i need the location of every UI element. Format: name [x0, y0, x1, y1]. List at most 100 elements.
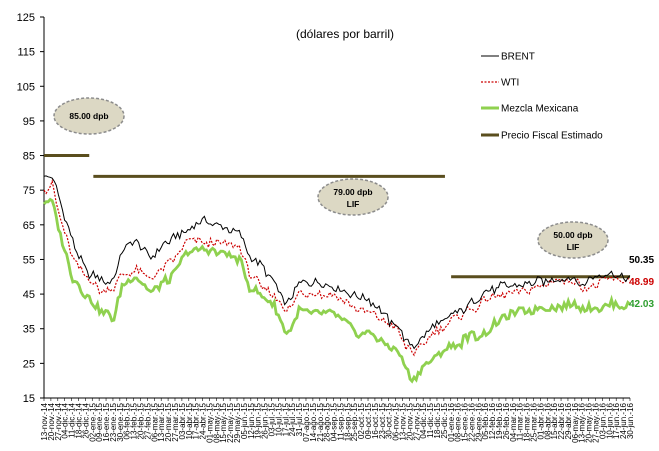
chart-subtitle: (dólares por barril)	[296, 27, 394, 41]
x-tick-label: 29-may.-15	[233, 402, 242, 442]
x-tick-label: 04-dic.-14	[61, 402, 70, 438]
legend-label: WTI	[501, 78, 519, 89]
x-tick-label: 03-jul.-15	[268, 402, 277, 436]
x-tick-label: 30-oct.-15	[385, 402, 394, 439]
x-tick-label: 12-jun.-15	[247, 402, 256, 439]
x-tick-label: 03-jun.-16	[598, 402, 607, 439]
x-tick-label: 13-mar.-15	[157, 402, 166, 441]
x-tick-label: 16-oct.-15	[371, 402, 380, 439]
legend-label: Mezcla Mexicana	[501, 104, 579, 115]
x-tick-label: 13-nov.-14	[40, 402, 49, 440]
price-callout	[317, 178, 389, 216]
y-axis: 15 25 35 45 55 65 75 85 95 105 115 125	[17, 12, 45, 405]
x-tick-label: 24-abr.-15	[199, 402, 208, 439]
x-tick-label: 10-jul.-15	[274, 402, 283, 436]
x-tick-label: 05-jun.-15	[240, 402, 249, 439]
x-tick-label: 23-ene.-15	[109, 402, 118, 441]
x-tick-label: 07-ago.-15	[302, 402, 311, 441]
x-tick-label: 08-may.-15	[212, 402, 221, 442]
x-tick-label: 20-nov.-15	[405, 402, 414, 440]
y-tick-label: 25	[23, 358, 35, 370]
x-tick-label: 23-oct.-15	[378, 402, 387, 439]
x-tick-label: 27-nov.-15	[412, 402, 421, 440]
x-tick-label: 27-feb.-15	[143, 402, 152, 439]
y-tick-label: 75	[23, 185, 35, 197]
x-tick-label: 08-abr.-16	[543, 402, 552, 439]
x-tick-label: 25-mar.-16	[529, 402, 538, 441]
end-value-label: 50.35	[629, 255, 654, 266]
x-tick-label: 13-may.-16	[578, 402, 587, 442]
end-value-labels: 50.35 48.99 42.03	[629, 255, 654, 310]
legend-label: Precio Fiscal Estimado	[501, 131, 603, 142]
x-tick-label: 11-sep.-15	[336, 402, 345, 440]
y-tick-label: 105	[17, 81, 35, 93]
x-tick-label: 15-ene.-16	[461, 402, 470, 441]
x-tick-label: 31-jul.-15	[295, 402, 304, 436]
x-tick-label: 01-abr.-16	[536, 402, 545, 439]
legend-label: BRENT	[501, 52, 535, 63]
x-tick-label: 04-dic.-15	[419, 402, 428, 438]
x-tick-label: 09-ene.-15	[95, 402, 104, 441]
y-tick-label: 115	[17, 47, 35, 59]
x-tick-label: 16-ene.-15	[102, 402, 111, 441]
y-tick-label: 35	[23, 324, 35, 336]
x-tick-label: 12-feb.-16	[488, 402, 497, 439]
price-callout-sublabel: LIF	[567, 242, 580, 252]
x-axis: 13-nov.-1420-nov.-1427-nov.-1404-dic.-14…	[40, 397, 635, 443]
y-tick-label: 55	[23, 254, 35, 266]
x-tick-label: 10-abr.-15	[185, 402, 194, 439]
x-tick-label: 06-may.-16	[571, 402, 580, 442]
x-tick-label: 04-sep.-15	[330, 402, 339, 441]
x-tick-label: 25-sep.-15	[350, 402, 359, 441]
x-tick-label: 21-ago.-15	[316, 402, 325, 441]
y-tick-label: 65	[23, 220, 35, 232]
y-tick-label: 45	[23, 289, 35, 301]
y-tick-label: 85	[23, 151, 35, 163]
y-tick-label: 95	[23, 116, 35, 128]
price-callout-label: 50.00 dpb	[553, 230, 592, 240]
end-value-label: 48.99	[629, 277, 654, 288]
x-tick-label: 11-dic.-15	[426, 402, 435, 438]
x-tick-label: 26-dic.-14	[81, 402, 90, 438]
x-tick-label: 18-mar.-16	[523, 402, 532, 441]
series-line-mezcla-mexicana	[42, 197, 631, 384]
series-line-wti	[43, 178, 631, 357]
price-callouts: 85.00 dpb 79.00 dpb LIF 50.00 dpb LIF	[53, 97, 609, 259]
x-tick-label: 02-oct.-15	[357, 402, 366, 439]
x-tick-label: 15-may.-15	[219, 402, 228, 442]
x-tick-label: 17-jul.-15	[281, 402, 290, 436]
y-tick-label: 15	[23, 393, 35, 405]
x-tick-label: 20-feb.-15	[137, 402, 146, 439]
x-tick-label: 11-dic.-14	[68, 402, 77, 438]
x-tick-label: 29-abr.-16	[564, 402, 573, 439]
x-tick-label: 15-abr.-16	[550, 402, 559, 439]
x-tick-label: 27-nov.-14	[54, 402, 63, 440]
series-line-brent	[43, 175, 631, 350]
x-tick-label: 18-dic.-14	[74, 402, 83, 438]
x-tick-label: 30-ene.-15	[116, 402, 125, 441]
legend: BRENT WTI Mezcla Mexicana Precio Fiscal Est…	[481, 52, 603, 142]
x-tick-label: 17-jun.-16	[612, 402, 621, 439]
x-tick-label: 19-jun.-15	[254, 402, 263, 439]
x-tick-label: 18-dic.-15	[433, 402, 442, 438]
fiscal-price-lines	[44, 154, 630, 279]
x-tick-label: 03-abr.-15	[178, 402, 187, 439]
x-tick-label: 06-feb.-15	[123, 402, 132, 439]
x-tick-label: 30-jun.-16	[626, 402, 635, 439]
x-tick-label: 22-ene.-16	[467, 402, 476, 441]
x-tick-label: 14-ago.-15	[309, 402, 318, 441]
x-tick-label: 24-jul.-15	[288, 402, 297, 436]
x-tick-label: 01-may.-15	[205, 402, 214, 442]
x-tick-label: 24-jun.-16	[619, 402, 628, 439]
x-tick-label: 26-feb.-16	[502, 402, 511, 439]
x-tick-label: 06-mar.-15	[150, 402, 159, 441]
x-tick-label: 10-jun.-16	[605, 402, 614, 439]
price-series	[42, 175, 631, 384]
x-tick-label: 11-mar.-16	[516, 402, 525, 441]
x-tick-label: 19-feb.-16	[495, 402, 504, 439]
x-tick-label: 27-may.-16	[592, 402, 601, 442]
x-tick-label: 25-dic.-15	[440, 402, 449, 438]
x-tick-label: 26-jun.-15	[261, 402, 270, 439]
x-tick-label: 20-may.-16	[585, 402, 594, 442]
x-tick-label: 29-ene.-16	[474, 402, 483, 441]
